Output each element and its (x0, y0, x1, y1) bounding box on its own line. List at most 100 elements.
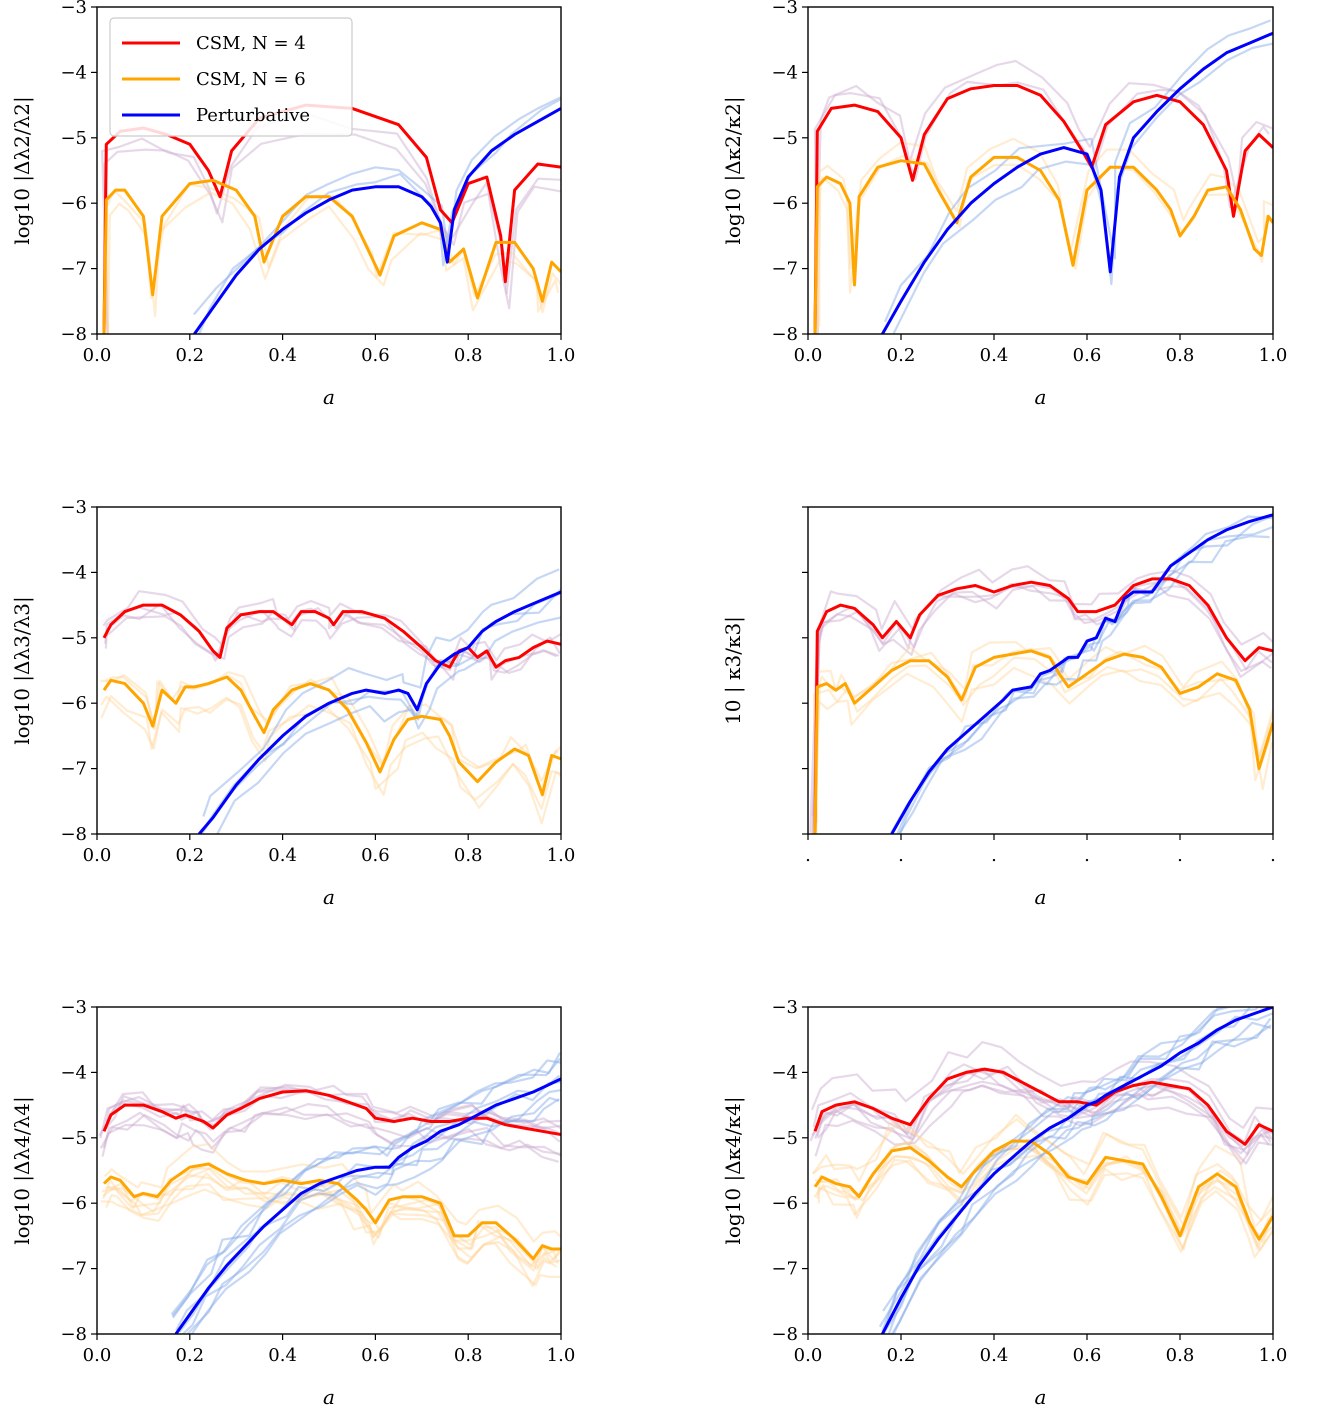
x-tick-label: 0.2 (887, 345, 916, 366)
x-axis-label: a (323, 885, 335, 909)
x-axis-label: a (323, 1385, 335, 1409)
series-line (881, 1007, 1273, 1334)
y-tick-label: −8 (60, 824, 87, 845)
y-tick-label: −7 (60, 1259, 87, 1280)
faint-line (809, 578, 1273, 833)
legend-label: CSM, N = 6 (196, 69, 306, 90)
y-tick-label: −5 (60, 1128, 87, 1149)
faint-line (816, 1067, 1272, 1148)
faint-line (202, 568, 560, 817)
faint-line (811, 582, 1272, 834)
x-tick-label: . (1084, 845, 1090, 866)
y-tick-label: −6 (60, 693, 87, 714)
series-line (813, 155, 1273, 334)
axes-frame (807, 6, 1274, 335)
y-tick-label: −4 (60, 62, 87, 83)
faint-line (812, 1113, 1273, 1222)
y-tick-label: −5 (771, 128, 798, 149)
faint-line (811, 585, 1273, 834)
faint-line (884, 1007, 1234, 1328)
x-tick-label: 1.0 (1259, 345, 1288, 366)
series-line (813, 649, 1273, 834)
y-axis-label: 10 | κ3/κ3| (721, 616, 746, 725)
x-tick-label: . (991, 845, 997, 866)
x-tick-label: 0.2 (175, 345, 204, 366)
faint-line (883, 19, 1272, 323)
y-tick-label: −5 (771, 1128, 798, 1149)
faint-line (813, 80, 1270, 334)
x-tick-label: 0.4 (980, 345, 1009, 366)
x-tick-label: 0.4 (268, 1345, 297, 1366)
x-tick-label: 1.0 (547, 845, 576, 866)
y-tick-label: −3 (771, 997, 798, 1018)
x-tick-label: 1.0 (547, 345, 576, 366)
x-tick-label: . (805, 845, 811, 866)
x-tick-label: 0.4 (268, 345, 297, 366)
faint-line (101, 1173, 559, 1268)
faint-line (810, 1041, 1273, 1129)
y-tick-label: −6 (771, 193, 798, 214)
x-tick-label: 0.6 (1073, 1345, 1102, 1366)
y-tick-label: −5 (60, 128, 87, 149)
plot-area (98, 1052, 561, 1334)
x-tick-label: 0.0 (83, 845, 112, 866)
faint-line (818, 1144, 1271, 1251)
x-tick-label: 0.4 (980, 1345, 1009, 1366)
panel-bottom-right: 0.0 0.2 0.4 0.6 0.8 1.0 −8 −7 −6 −5 −4 −3 a log10 |Δκ… (721, 997, 1287, 1409)
y-tick-label: −4 (771, 62, 798, 83)
y-tick-label: −4 (60, 562, 87, 583)
faint-line (811, 565, 1273, 817)
series-line (174, 1077, 561, 1334)
y-tick-label: −6 (771, 1193, 798, 1214)
x-tick-label: 0.8 (454, 1345, 483, 1366)
faint-line (813, 1154, 1273, 1259)
y-tick-label: −6 (60, 193, 87, 214)
faint-line (887, 1021, 1272, 1334)
faint-line (102, 590, 561, 664)
faint-line (172, 1059, 561, 1319)
y-tick-label: −4 (771, 1062, 798, 1083)
faint-line (181, 1089, 561, 1334)
faint-line (816, 1084, 1270, 1166)
x-axis-label: a (323, 385, 335, 409)
panel-bottom-left: 0.0 0.2 0.4 0.6 0.8 1.0 −8 −7 −6 −5 −4 −3 a log10 |Δλ… (10, 997, 575, 1409)
y-tick-label: −8 (60, 1324, 87, 1345)
y-axis-label: log10 |Δλ4/λ4| (10, 1096, 35, 1245)
plot-area (809, 513, 1273, 834)
x-tick-label: . (1270, 845, 1276, 866)
y-tick-label: −3 (60, 997, 87, 1018)
series-line (193, 107, 561, 334)
x-tick-label: 0.2 (887, 1345, 916, 1366)
x-axis-label: a (1035, 885, 1047, 909)
x-tick-label: 0.0 (794, 345, 823, 366)
panel-middle-left: 0.0 0.2 0.4 0.6 0.8 1.0 −8 −7 −6 −5 −4 −3 a log10 |Δλ… (10, 497, 575, 909)
faint-line (813, 666, 1273, 834)
series-line (813, 84, 1273, 334)
x-tick-label: 0.6 (361, 345, 390, 366)
x-tick-label: . (1177, 845, 1183, 866)
axes-frame (807, 506, 1274, 835)
faint-line (193, 96, 561, 316)
y-tick-label: −4 (60, 1062, 87, 1083)
faint-line (814, 1080, 1273, 1156)
faint-line (171, 1052, 561, 1317)
y-tick-label: −3 (60, 497, 87, 518)
x-tick-label: 0.6 (1073, 345, 1102, 366)
faint-line (100, 1188, 561, 1287)
plot-area (809, 1007, 1273, 1334)
y-axis-label: log10 |Δκ4/κ4| (721, 1096, 746, 1244)
faint-line (102, 1172, 558, 1270)
faint-line (105, 1183, 561, 1288)
faint-line (170, 1057, 561, 1315)
legend-box (109, 17, 353, 137)
faint-line (878, 1007, 1260, 1328)
y-tick-label: −8 (771, 324, 798, 345)
series-line (813, 577, 1273, 834)
legend: CSM, N = 4 CSM, N = 6 Perturbative (109, 17, 353, 137)
y-tick-label: −5 (60, 628, 87, 649)
series-line (102, 1162, 561, 1261)
faint-line (103, 1143, 561, 1243)
legend-label: Perturbative (196, 105, 310, 126)
faint-line (100, 671, 561, 792)
